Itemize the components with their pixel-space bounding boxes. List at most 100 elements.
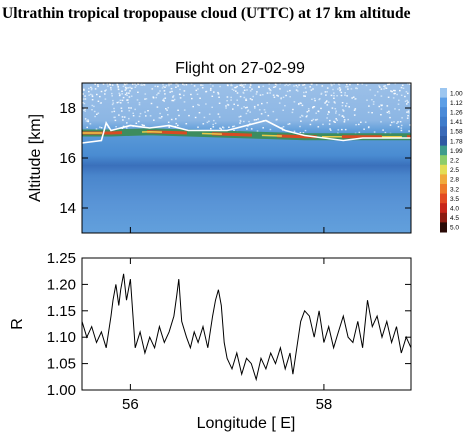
speckle-dot bbox=[191, 97, 193, 100]
speckle-dot bbox=[346, 83, 348, 86]
speckle-dot bbox=[83, 88, 85, 90]
speckle-dot bbox=[122, 96, 125, 99]
speckle-dot bbox=[147, 110, 149, 112]
speckle-dot bbox=[145, 98, 148, 100]
speckle-dot bbox=[383, 88, 385, 90]
bottom-y-tick-label: 1.10 bbox=[47, 329, 76, 346]
speckle-dot bbox=[334, 108, 337, 110]
speckle-dot bbox=[172, 99, 175, 102]
speckle-dot bbox=[247, 109, 250, 111]
speckle-dot bbox=[244, 107, 247, 109]
speckle-dot bbox=[259, 94, 262, 96]
bottom-y-tick-label: 1.15 bbox=[47, 303, 76, 320]
speckle-dot bbox=[116, 101, 119, 104]
speckle-dot bbox=[282, 96, 285, 98]
speckle-dot bbox=[309, 123, 312, 126]
speckle-dot bbox=[168, 126, 170, 128]
speckle-dot bbox=[159, 90, 161, 92]
speckle-dot bbox=[266, 102, 268, 104]
bottom-plot-area bbox=[82, 258, 411, 390]
speckle-dot bbox=[112, 99, 114, 102]
colorbar-segment bbox=[440, 184, 447, 195]
speckle-dot bbox=[166, 109, 168, 111]
speckle-dot bbox=[321, 85, 324, 87]
speckle-dot bbox=[151, 88, 154, 90]
speckle-dot bbox=[127, 101, 129, 104]
speckle-dot bbox=[354, 108, 357, 110]
speckle-dot bbox=[402, 87, 405, 89]
speckle-dot bbox=[305, 91, 307, 93]
speckle-dot bbox=[183, 90, 186, 92]
speckle-dot bbox=[121, 127, 124, 130]
speckle-dot bbox=[119, 93, 121, 96]
speckle-dot bbox=[249, 98, 252, 100]
speckle-dot bbox=[218, 96, 220, 98]
speckle-dot bbox=[246, 89, 248, 91]
speckle-dot bbox=[275, 119, 278, 121]
speckle-dot bbox=[333, 92, 335, 94]
speckle-dot bbox=[252, 95, 254, 98]
bottom-y-tick-label: 1.20 bbox=[47, 276, 76, 293]
speckle-dot bbox=[241, 85, 243, 87]
speckle-dot bbox=[202, 123, 205, 125]
speckle-dot bbox=[330, 94, 333, 97]
speckle-dot bbox=[309, 86, 311, 88]
speckle-dot bbox=[371, 112, 373, 114]
speckle-dot bbox=[399, 89, 401, 92]
speckle-dot bbox=[325, 94, 327, 96]
speckle-dot bbox=[316, 118, 319, 121]
speckle-dot bbox=[239, 120, 242, 123]
speckle-dot bbox=[214, 122, 217, 124]
speckle-dot bbox=[89, 93, 92, 96]
speckle-dot bbox=[142, 124, 144, 126]
speckle-dot bbox=[119, 99, 122, 101]
speckle-dot bbox=[117, 86, 119, 89]
speckle-dot bbox=[139, 112, 142, 115]
speckle-dot bbox=[145, 115, 147, 117]
speckle-dot bbox=[338, 87, 341, 89]
colorbar-label: 2.5 bbox=[450, 167, 459, 174]
speckle-dot bbox=[159, 117, 162, 119]
speckle-dot bbox=[340, 94, 343, 97]
speckle-dot bbox=[230, 99, 232, 101]
speckle-dot bbox=[152, 96, 155, 98]
speckle-dot bbox=[188, 114, 190, 117]
speckle-dot bbox=[254, 107, 256, 109]
speckle-dot bbox=[123, 83, 126, 85]
speckle-dot bbox=[355, 124, 357, 126]
speckle-dot bbox=[195, 89, 198, 92]
speckle-dot bbox=[304, 129, 307, 132]
cloud-band-core bbox=[82, 130, 411, 139]
speckle-dot bbox=[313, 106, 316, 108]
speckle-dot bbox=[303, 84, 306, 86]
speckle-dot bbox=[167, 114, 169, 116]
speckle-dot bbox=[117, 88, 120, 91]
speckle-dot bbox=[243, 120, 245, 123]
speckle-dot bbox=[406, 117, 409, 119]
speckle-dot bbox=[129, 86, 131, 88]
speckle-dot bbox=[363, 128, 365, 130]
speckle-dot bbox=[158, 117, 161, 119]
speckle-dot bbox=[315, 84, 318, 86]
speckle-dot bbox=[406, 103, 408, 105]
speckle-dot bbox=[82, 98, 85, 100]
colorbar-label: 4.0 bbox=[450, 206, 459, 213]
speckle-dot bbox=[84, 118, 87, 120]
speckle-dot bbox=[159, 112, 161, 115]
speckle-dot bbox=[262, 94, 264, 96]
speckle-dot bbox=[88, 87, 90, 90]
speckle-dot bbox=[84, 110, 86, 112]
speckle-dot bbox=[217, 91, 219, 94]
speckle-dot bbox=[235, 86, 237, 89]
speckle-dot bbox=[126, 83, 128, 85]
speckle-dot bbox=[91, 95, 94, 98]
speckle-dot bbox=[130, 107, 132, 109]
speckle-dot bbox=[111, 84, 114, 86]
speckle-dot bbox=[343, 116, 345, 118]
speckle-dot bbox=[258, 85, 260, 88]
speckle-dot bbox=[239, 119, 242, 122]
speckle-dot bbox=[183, 94, 185, 97]
speckle-dot bbox=[125, 88, 127, 90]
speckle-dot bbox=[156, 106, 159, 108]
speckle-dot bbox=[170, 88, 173, 90]
